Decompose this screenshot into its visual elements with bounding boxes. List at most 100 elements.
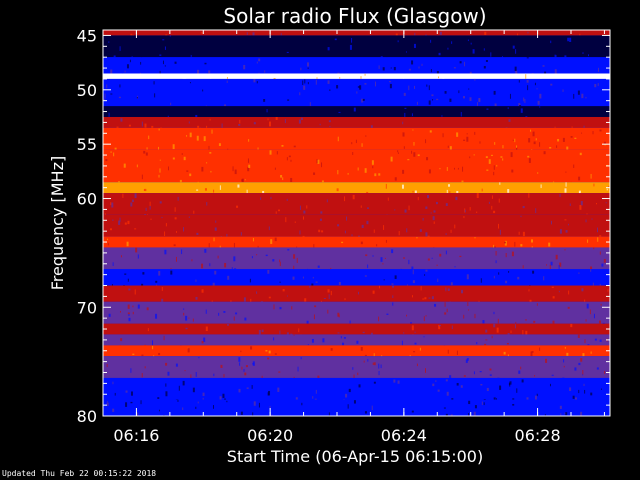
- texture-streak: [411, 150, 413, 154]
- texture-streak: [585, 96, 587, 99]
- texture-streak: [251, 256, 253, 259]
- texture-streak: [474, 78, 476, 81]
- texture-streak: [321, 162, 323, 168]
- texture-streak: [372, 290, 375, 294]
- texture-streak: [128, 313, 130, 317]
- texture-streak: [413, 142, 415, 146]
- texture-streak: [493, 171, 495, 176]
- texture-streak: [159, 159, 161, 161]
- texture-streak: [373, 381, 376, 384]
- texture-streak: [474, 131, 476, 135]
- texture-streak: [419, 347, 421, 351]
- texture-streak: [306, 107, 308, 112]
- texture-streak: [466, 136, 469, 142]
- texture-streak: [237, 184, 240, 188]
- texture-streak: [128, 288, 131, 291]
- texture-streak: [382, 263, 384, 265]
- texture-streak: [209, 152, 212, 154]
- texture-streak: [459, 61, 462, 64]
- texture-streak: [433, 210, 436, 213]
- texture-streak: [447, 47, 449, 50]
- texture-streak: [261, 375, 263, 378]
- texture-streak: [224, 398, 227, 400]
- texture-streak: [117, 181, 120, 183]
- texture-streak: [534, 375, 536, 377]
- texture-streak: [551, 286, 554, 288]
- texture-streak: [598, 67, 600, 72]
- texture-streak: [155, 313, 158, 319]
- texture-streak: [185, 327, 188, 330]
- texture-streak: [285, 217, 287, 223]
- texture-streak: [414, 32, 416, 36]
- texture-streak: [144, 214, 147, 216]
- texture-streak: [300, 357, 302, 360]
- texture-streak: [293, 112, 296, 117]
- texture-streak: [583, 383, 585, 387]
- texture-streak: [534, 82, 536, 86]
- texture-streak: [119, 84, 121, 88]
- texture-streak: [550, 261, 553, 266]
- texture-streak: [451, 398, 454, 400]
- texture-streak: [442, 78, 445, 80]
- texture-streak: [122, 193, 124, 198]
- texture-streak: [514, 109, 517, 113]
- texture-streak: [470, 42, 472, 45]
- texture-streak: [144, 366, 146, 369]
- texture-streak: [268, 226, 270, 231]
- texture-streak: [360, 76, 362, 79]
- texture-streak: [457, 167, 459, 170]
- texture-streak: [127, 220, 130, 225]
- texture-streak: [337, 72, 340, 74]
- texture-streak: [183, 227, 185, 232]
- texture-streak: [241, 178, 244, 183]
- texture-streak: [159, 70, 161, 74]
- texture-streak: [170, 270, 173, 275]
- texture-streak: [307, 82, 309, 85]
- texture-streak: [130, 40, 132, 42]
- spectral-band-16: [103, 301, 610, 324]
- texture-streak: [108, 112, 110, 117]
- texture-streak: [316, 77, 318, 79]
- texture-streak: [270, 239, 273, 244]
- texture-streak: [414, 342, 417, 345]
- texture-streak: [564, 347, 566, 349]
- texture-streak: [132, 311, 134, 315]
- texture-streak: [195, 296, 198, 300]
- texture-streak: [580, 358, 583, 362]
- texture-streak: [146, 147, 148, 150]
- texture-streak: [219, 245, 221, 248]
- texture-streak: [420, 286, 422, 291]
- texture-streak: [293, 376, 295, 378]
- texture-streak: [203, 136, 206, 142]
- texture-streak: [175, 231, 177, 233]
- texture-streak: [347, 172, 349, 175]
- texture-streak: [570, 136, 573, 138]
- texture-streak: [352, 194, 355, 200]
- texture-streak: [251, 385, 253, 389]
- texture-streak: [265, 350, 268, 352]
- texture-streak: [386, 313, 389, 315]
- texture-streak: [590, 392, 593, 396]
- texture-streak: [205, 105, 207, 107]
- texture-streak: [327, 47, 330, 51]
- texture-streak: [236, 205, 239, 208]
- texture-streak: [493, 165, 495, 170]
- texture-streak: [444, 302, 446, 307]
- texture-streak: [327, 289, 330, 293]
- texture-streak: [373, 229, 375, 233]
- texture-streak: [344, 230, 346, 234]
- texture-streak: [491, 205, 493, 210]
- texture-streak: [473, 154, 475, 156]
- texture-streak: [590, 269, 592, 272]
- texture-streak: [219, 185, 221, 190]
- texture-streak: [337, 136, 339, 142]
- texture-streak: [430, 39, 432, 43]
- texture-streak: [372, 166, 374, 169]
- texture-streak: [512, 403, 515, 406]
- texture-streak: [467, 413, 469, 416]
- texture-streak: [124, 70, 126, 73]
- texture-streak: [514, 324, 516, 329]
- texture-streak: [356, 91, 358, 94]
- texture-streak: [286, 332, 289, 335]
- texture-streak: [126, 64, 129, 69]
